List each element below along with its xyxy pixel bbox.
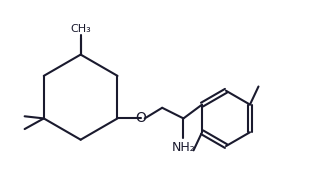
Text: O: O (135, 111, 146, 125)
Text: CH₃: CH₃ (70, 24, 91, 34)
Text: NH₂: NH₂ (172, 141, 195, 154)
